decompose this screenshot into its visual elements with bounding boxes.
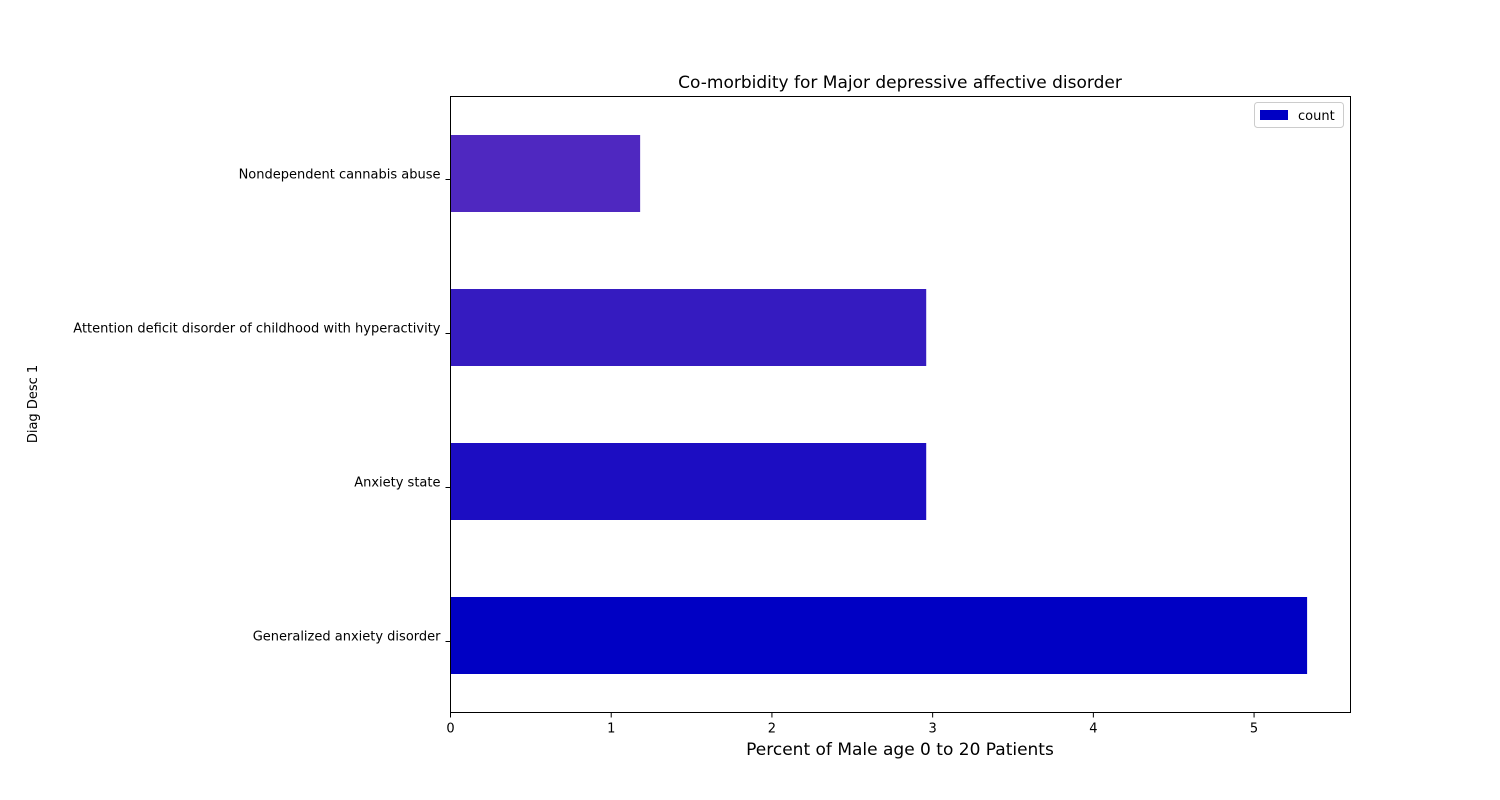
legend: count — [1254, 102, 1344, 128]
legend-label: count — [1298, 109, 1335, 124]
x-tick-label: 5 — [1250, 722, 1258, 737]
x-tick-label: 1 — [607, 722, 615, 737]
x-axis-ticks: 0 1 2 3 4 5 — [446, 712, 1258, 737]
bar — [450, 135, 641, 212]
chart-title: Co-morbidity for Major depressive affect… — [678, 73, 1122, 93]
bar — [450, 289, 927, 366]
y-tick-label: Attention deficit disorder of childhood … — [73, 322, 441, 337]
plot-frame — [450, 96, 1351, 713]
x-tick-label: 4 — [1089, 722, 1097, 737]
bar — [450, 443, 927, 520]
x-tick-label: 0 — [446, 722, 454, 737]
x-tick-label: 3 — [929, 722, 937, 737]
y-tick-label: Generalized anxiety disorder — [253, 630, 441, 645]
y-tick-label: Nondependent cannabis abuse — [239, 168, 441, 183]
x-tick-label: 2 — [768, 722, 776, 737]
legend-box — [1254, 102, 1344, 128]
y-axis-ticks: Generalized anxiety disorder Anxiety stat… — [73, 168, 451, 645]
legend-swatch — [1260, 110, 1288, 120]
bars — [450, 135, 1308, 674]
x-axis-label: Percent of Male age 0 to 20 Patients — [746, 740, 1054, 760]
bar — [450, 597, 1308, 674]
y-tick-label: Anxiety state — [354, 476, 440, 491]
y-axis-label: Diag Desc 1 — [26, 365, 41, 443]
